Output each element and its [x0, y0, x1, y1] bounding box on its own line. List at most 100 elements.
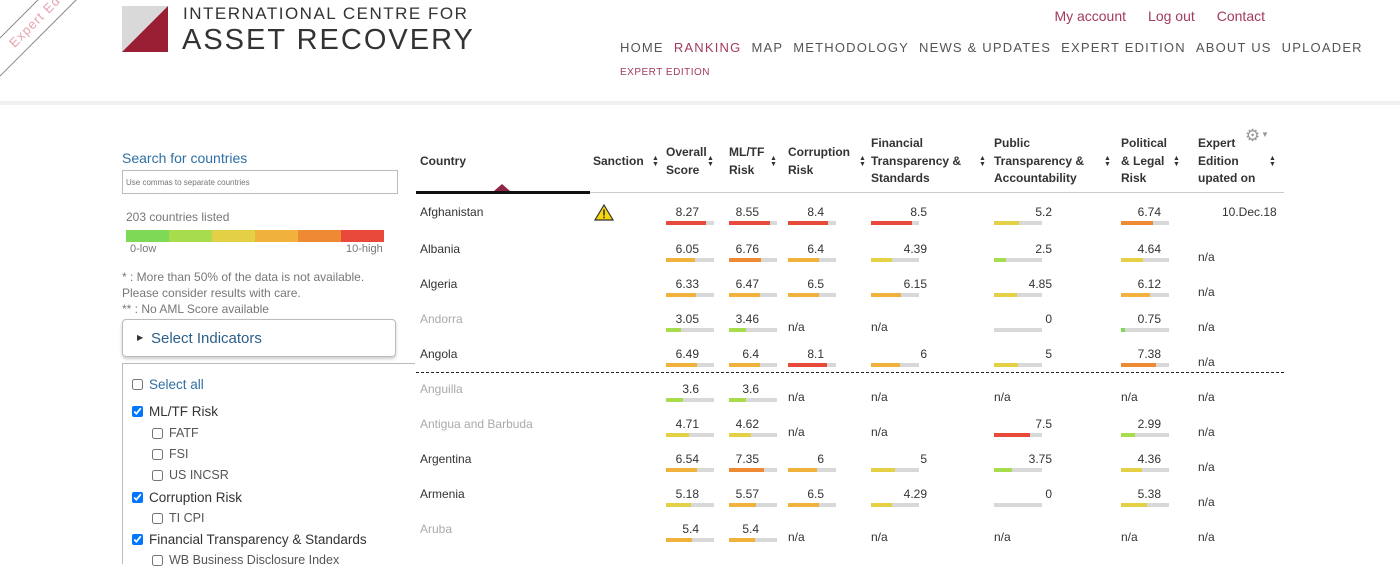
nav-about-us[interactable]: ABOUT US	[1195, 40, 1272, 55]
nav-uploader[interactable]: UPLOADER	[1281, 40, 1363, 55]
score-bar-fill	[666, 293, 697, 297]
score-bar	[729, 468, 777, 472]
score-bar-fill	[729, 503, 756, 507]
column-header-overall-score[interactable]: Overall Score	[666, 144, 707, 179]
column-header-political-legal-risk[interactable]: Political & Legal Risk	[1121, 135, 1167, 188]
score-bar	[666, 363, 714, 367]
select-indicators-toggle[interactable]: ▶ Select Indicators	[122, 319, 396, 357]
country-name-link[interactable]: Algeria	[420, 277, 458, 291]
score-bar-fill	[871, 468, 895, 472]
indicator-checkbox[interactable]: Corruption Risk	[132, 490, 242, 505]
column-header-text: Sanction	[593, 154, 644, 168]
indicator-check[interactable]	[132, 534, 143, 545]
column-header-corruption-risk[interactable]: Corruption Risk	[788, 144, 850, 179]
cell-value: 4.39	[903, 242, 927, 256]
country-name-link[interactable]: Argentina	[420, 452, 472, 466]
indicator-check[interactable]	[132, 492, 143, 503]
column-header-financial-transparency[interactable]: Financial Transparency & Standards	[871, 135, 961, 188]
country-name-link[interactable]: Angola	[420, 347, 458, 361]
score-bar-fill	[994, 468, 1012, 472]
logo-text-line2[interactable]: ASSET RECOVERY	[182, 24, 475, 56]
indicator-checkbox[interactable]: WB Business Disclosure Index	[152, 553, 339, 567]
score-bar-fill	[666, 468, 698, 472]
score-bar	[1121, 328, 1169, 332]
scale-segment	[298, 230, 341, 242]
warning-icon[interactable]	[593, 203, 615, 226]
score-bar-fill	[1121, 363, 1157, 367]
country-name-link[interactable]: Aruba	[420, 522, 453, 536]
score-bar	[1121, 503, 1169, 507]
column-header-sanction[interactable]: Sanction	[593, 153, 644, 171]
score-bar	[871, 258, 919, 262]
my-account-link[interactable]: My account	[1054, 8, 1127, 24]
expert-edition-date: 10.Dec.18	[1222, 205, 1277, 219]
cell-value: 6.76	[735, 242, 759, 256]
select-all-checkbox[interactable]: Select all	[132, 377, 204, 392]
score-bar-fill	[994, 293, 1018, 297]
score-bar	[994, 433, 1042, 437]
subnav-expert-edition[interactable]: EXPERT EDITION	[620, 67, 710, 78]
country-name-link[interactable]: Armenia	[420, 487, 465, 501]
score-bar	[1121, 468, 1169, 472]
cell-value: 4.36	[1137, 452, 1161, 466]
indicator-check[interactable]	[152, 512, 163, 524]
cell-value: 8.5	[910, 205, 927, 219]
sort-icon[interactable]: ▲ ▼	[859, 155, 866, 168]
contact-link[interactable]: Contact	[1216, 8, 1265, 24]
country-search-input[interactable]	[122, 170, 398, 194]
sort-icon[interactable]: ▲ ▼	[707, 155, 714, 168]
country-name-link[interactable]: Anguilla	[420, 382, 463, 396]
country-name-link[interactable]: Andorra	[420, 312, 463, 326]
sort-icon[interactable]: ▲ ▼	[652, 155, 659, 168]
select-all-check[interactable]	[132, 379, 143, 390]
expert-edition-date: n/a	[1198, 390, 1215, 404]
scale-segment	[212, 230, 255, 242]
indicator-checkbox[interactable]: FATF	[152, 426, 199, 440]
indicator-check[interactable]	[152, 427, 163, 439]
indicator-checkbox[interactable]: FSI	[152, 447, 188, 461]
indicator-check[interactable]	[152, 448, 163, 460]
score-bar-fill	[1121, 503, 1147, 507]
score-bar-fill	[788, 258, 819, 262]
nav-ranking[interactable]: RANKING	[673, 40, 742, 55]
country-name-link[interactable]: Antigua and Barbuda	[420, 417, 533, 431]
nav-methodology[interactable]: METHODOLOGY	[793, 40, 909, 55]
score-bar-fill	[729, 398, 747, 402]
column-header-country[interactable]: Country	[420, 153, 466, 171]
nav-map[interactable]: MAP	[751, 40, 784, 55]
score-bar-fill	[666, 433, 689, 437]
indicator-checkbox[interactable]: US INCSR	[152, 468, 229, 482]
nav-home[interactable]: HOME	[620, 40, 664, 55]
nav-expert-edition[interactable]: EXPERT EDITION	[1061, 40, 1186, 55]
score-bar-fill	[1121, 433, 1136, 437]
country-name-link[interactable]: Afghanistan	[420, 205, 484, 219]
caret-right-icon: ▶	[137, 333, 144, 342]
indicator-checkbox[interactable]: TI CPI	[152, 511, 204, 525]
sort-icon[interactable]: ▲ ▼	[1104, 155, 1111, 168]
column-header-text: Expert	[1198, 136, 1236, 150]
chevron-down-icon[interactable]: ▼	[1261, 130, 1269, 139]
column-header-ml-tf-risk[interactable]: ML/TF Risk	[729, 144, 764, 179]
score-bar-fill	[729, 363, 760, 367]
settings-gear-icon[interactable]: ⚙	[1245, 126, 1261, 145]
sort-icon[interactable]: ▲ ▼	[770, 155, 777, 168]
log-out-link[interactable]: Log out	[1148, 8, 1195, 24]
indicator-check[interactable]	[152, 469, 163, 481]
column-header-expert-edition-date[interactable]: Expert Edition upated on	[1198, 135, 1255, 188]
nav-news-updates[interactable]: NEWS & UPDATES	[919, 40, 1052, 55]
indicator-checkbox[interactable]: Financial Transparency & Standards	[132, 532, 367, 547]
logo-text-line1[interactable]: INTERNATIONAL CENTRE FOR	[183, 4, 469, 23]
sort-icon[interactable]: ▲ ▼	[979, 155, 986, 168]
sort-icon[interactable]: ▲ ▼	[1173, 155, 1180, 168]
country-name-link[interactable]: Albania	[420, 242, 461, 256]
indicator-check[interactable]	[152, 554, 163, 566]
score-bar-fill	[666, 328, 681, 332]
column-header-public-transparency[interactable]: Public Transparency & Accountability	[994, 135, 1084, 188]
sort-icon[interactable]: ▲ ▼	[1269, 155, 1276, 168]
indicator-checkbox[interactable]: ML/TF Risk	[132, 404, 218, 419]
logo-mark[interactable]	[122, 6, 168, 52]
indicator-check[interactable]	[132, 406, 143, 417]
score-bar	[729, 363, 777, 367]
cell-value: n/a	[871, 530, 888, 544]
expert-edition-date: n/a	[1198, 495, 1215, 509]
